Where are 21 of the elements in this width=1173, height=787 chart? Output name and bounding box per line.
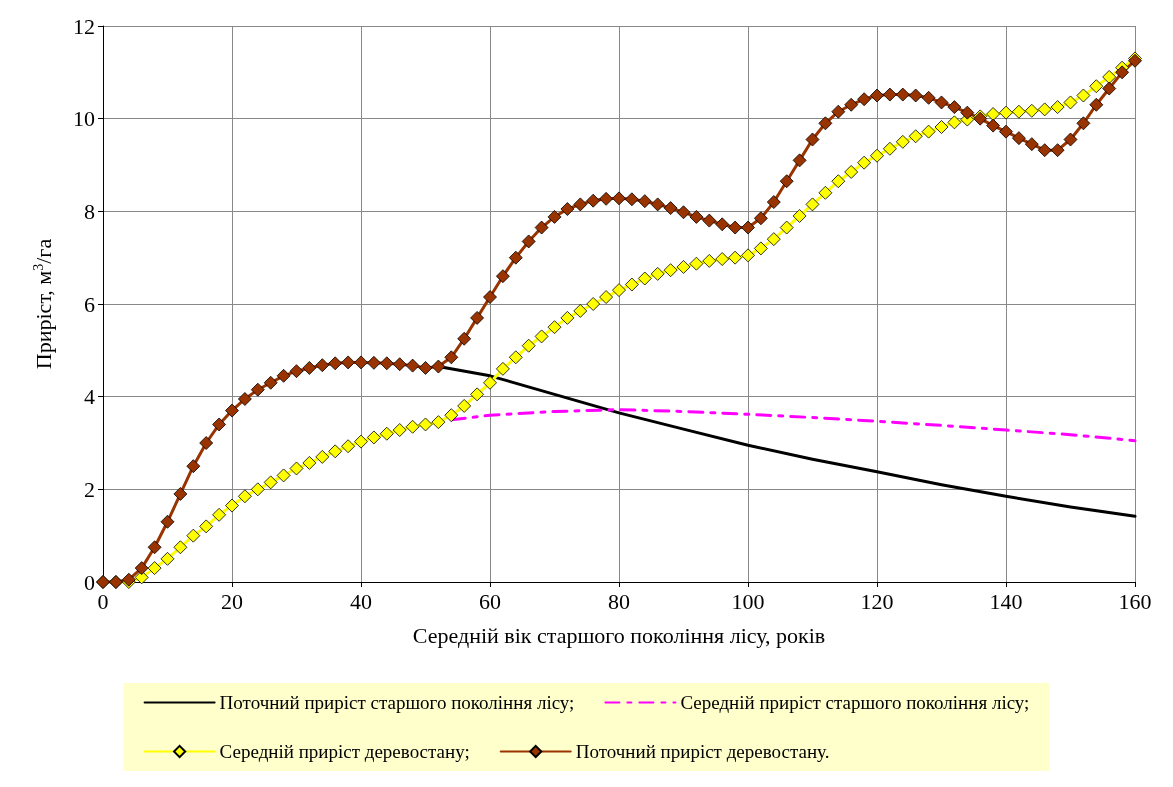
x-tick-label: 120	[860, 588, 894, 614]
x-tick-label: 100	[731, 588, 765, 614]
legend-label: Середній приріст деревостану;	[219, 741, 470, 762]
x-tick-label: 160	[1118, 588, 1152, 614]
legend-label: Поточний приріст деревостану.	[575, 741, 830, 762]
legend-label: Середній приріст старшого покоління лісу;	[680, 692, 1030, 713]
y-tick-label: 0	[84, 569, 95, 595]
y-tick-label: 10	[73, 106, 95, 132]
y-axis-title: Приріст, м3/га	[30, 238, 56, 370]
legend-label: Поточний приріст старшого покоління лісу;	[219, 692, 575, 713]
y-tick-label: 8	[84, 198, 95, 224]
y-tick-label: 4	[84, 384, 95, 410]
x-axis-title: Середній вік старшого покоління лісу, років	[412, 622, 826, 648]
x-tick-label: 80	[608, 588, 630, 614]
x-tick-label: 40	[350, 588, 372, 614]
x-tick-label: 60	[479, 588, 501, 614]
y-tick-label: 6	[84, 291, 95, 317]
y-tick-label: 2	[84, 476, 95, 502]
x-tick-label: 20	[221, 588, 243, 614]
y-tick-label: 12	[73, 13, 95, 39]
x-tick-label: 140	[989, 588, 1023, 614]
